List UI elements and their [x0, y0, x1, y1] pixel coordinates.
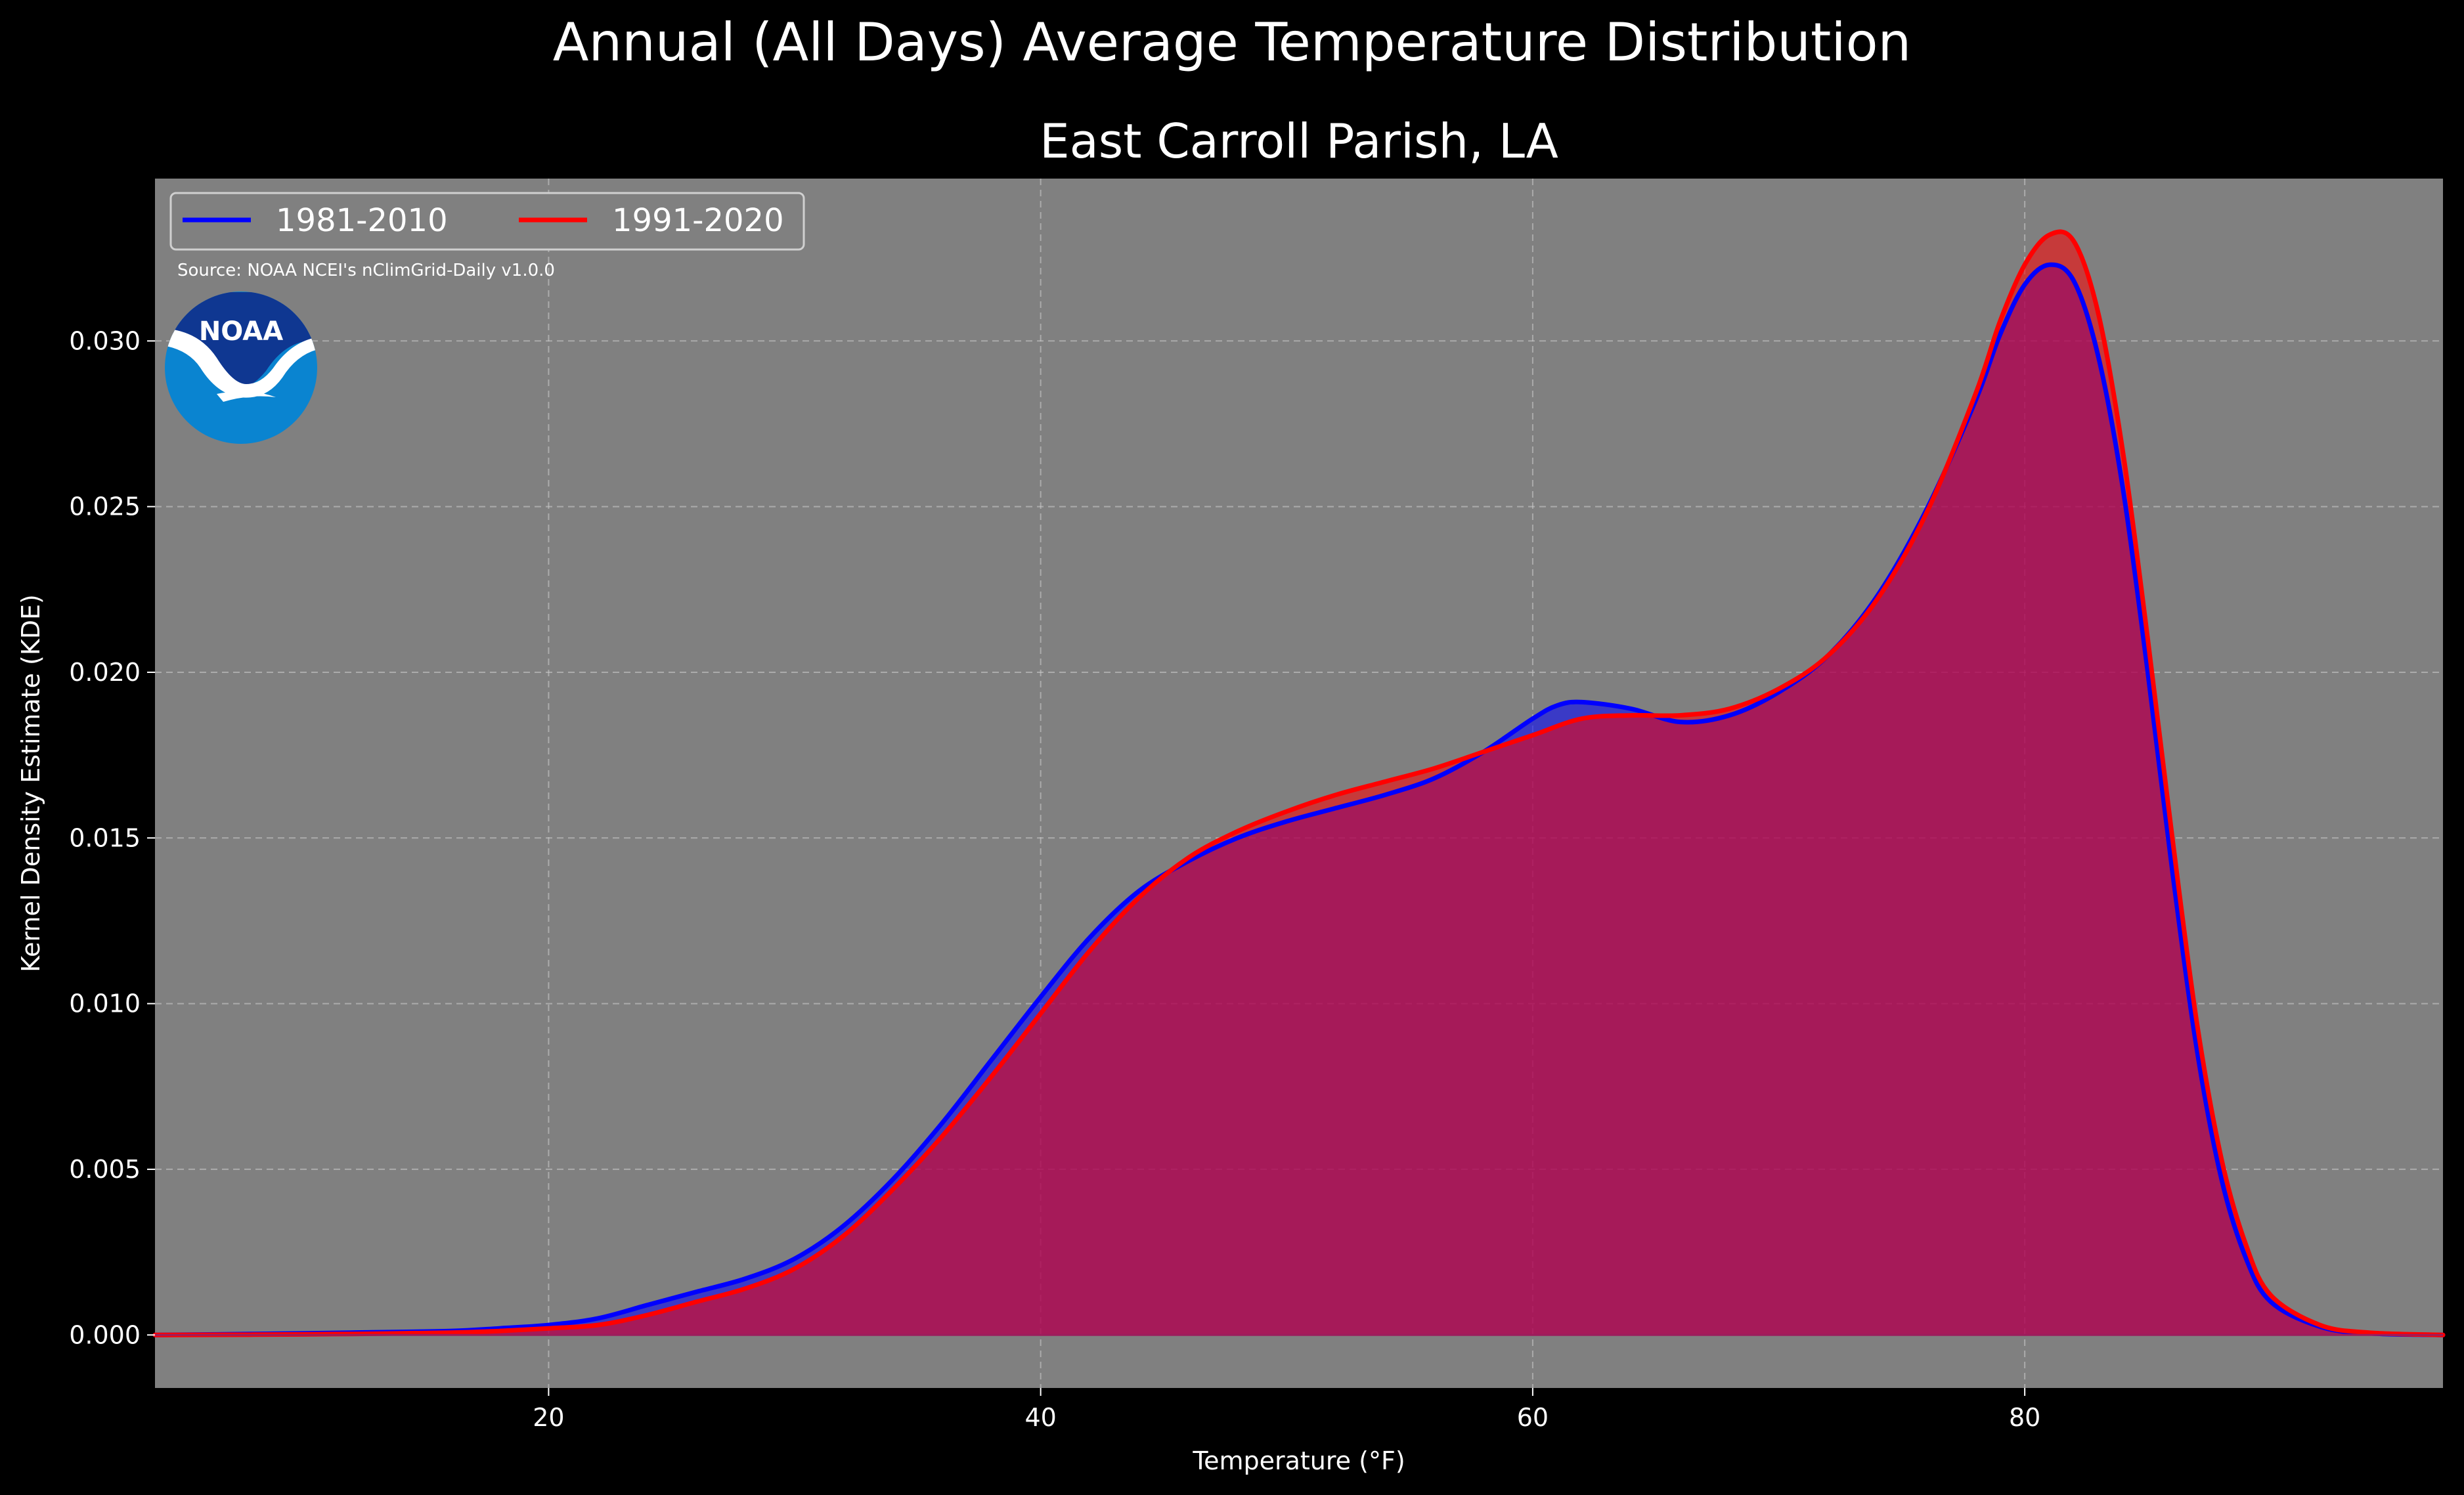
series-line-1991-2020	[152, 229, 2446, 1337]
legend-label-1991-2020: 1991-2020	[612, 202, 784, 239]
x-tick-label: 80	[2009, 1403, 2040, 1432]
x-tick-label: 60	[1517, 1403, 1549, 1432]
figure-suptitle: Annual (All Days) Average Temperature Di…	[553, 12, 1911, 73]
area-fill-1991-2020	[155, 231, 2443, 1335]
source-note: Source: NOAA NCEI's nClimGrid-Daily v1.0…	[177, 261, 555, 280]
y-tick-label: 0.010	[69, 989, 141, 1018]
series-line-1981-2010	[152, 262, 2446, 1337]
y-tick-label: 0.005	[69, 1155, 141, 1184]
y-tick-label: 0.025	[69, 492, 141, 521]
y-tick-label: 0.015	[69, 823, 141, 852]
y-tick-label: 0.030	[69, 326, 141, 355]
x-axis-ticks: 20 40 60 80	[533, 1388, 2040, 1432]
series-layer	[152, 229, 2446, 1337]
legend-label-1981-2010: 1981-2010	[276, 202, 448, 239]
y-axis-label: Kernel Density Estimate (KDE)	[16, 594, 45, 972]
x-tick-label: 20	[533, 1403, 564, 1432]
y-axis-ticks: 0.000 0.005 0.010 0.015 0.020 0.025 0.030	[69, 326, 155, 1349]
noaa-logo-text: NOAA	[199, 316, 283, 347]
legend: 1981-2010 1991-2020	[169, 192, 805, 251]
noaa-logo: NOAA	[165, 292, 317, 444]
legend-frame	[169, 192, 805, 251]
x-tick-label: 40	[1024, 1403, 1056, 1432]
y-tick-label: 0.020	[69, 658, 141, 687]
x-axis-label: Temperature (°F)	[1192, 1446, 1405, 1475]
y-tick-label: 0.000	[69, 1320, 141, 1349]
chart-title: East Carroll Parish, LA	[1040, 114, 1558, 169]
